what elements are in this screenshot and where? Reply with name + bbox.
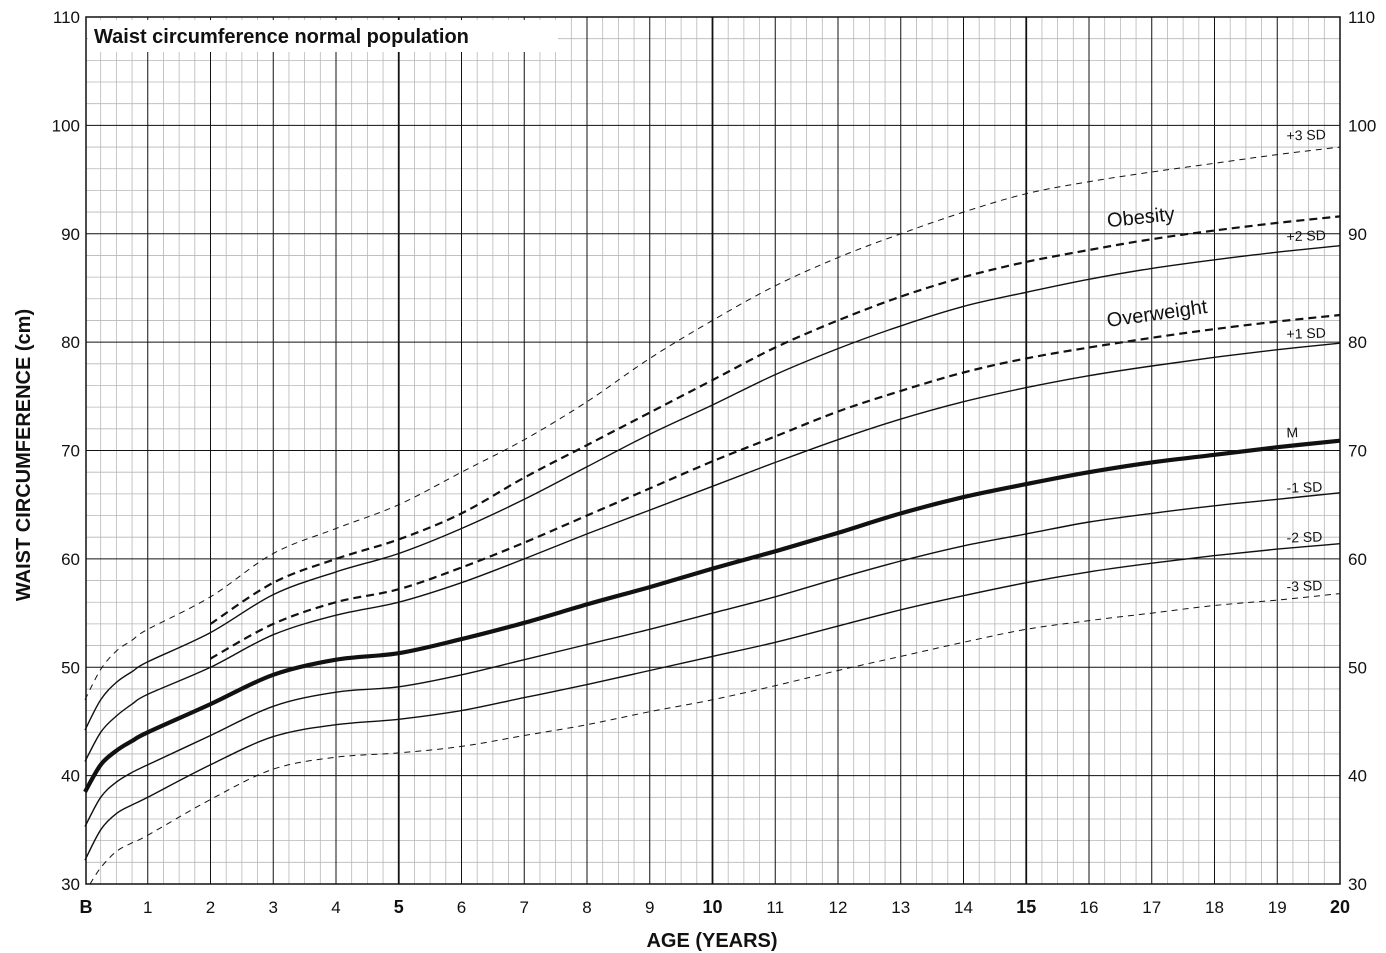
y-tick-label-left: 100 [52,116,80,135]
y-tick-label-left: 90 [61,225,80,244]
chart-title-background [88,20,558,52]
y-tick-label-left: 40 [61,767,80,786]
series-line-m [83,438,1341,793]
y-tick-label-right: 40 [1348,767,1367,786]
series-label-overweight: Overweight [1105,296,1209,332]
grid-major [86,17,1340,884]
y-tick-label-left: 60 [61,550,80,569]
x-tick-label: 18 [1205,898,1224,917]
plot-frame [85,16,1341,885]
series-line--2-sd [84,245,1341,731]
x-tick-label: 14 [954,898,973,917]
x-tick-label: 16 [1080,898,1099,917]
series-layer [83,146,1341,885]
x-tick-label: 17 [1142,898,1161,917]
x-tick-label: 6 [457,898,466,917]
x-tick-label: 12 [829,898,848,917]
y-tick-label-left: 70 [61,442,80,461]
series-label--1-sd: -1 SD [1286,479,1322,496]
chart-title: Waist circumference normal population [94,26,469,48]
series-label-obesity: Obesity [1106,203,1176,232]
x-tick-label: 4 [331,898,340,917]
x-tick-label: 20 [1330,897,1350,917]
x-axis-title: AGE (YEARS) [646,930,777,952]
series-label-m: M [1286,424,1298,440]
y-tick-label-right: 90 [1348,225,1367,244]
y-tick-label-right: 60 [1348,550,1367,569]
y-tick-label-left: 110 [53,8,80,27]
y-tick-label-left: 30 [61,875,80,894]
x-tick-label: B [80,897,93,917]
y-tick-label-left: 80 [61,333,80,352]
y-tick-label-left: 50 [61,658,80,677]
x-tick-label: 5 [394,897,404,917]
series-label--3-sd: +3 SD [1286,126,1326,143]
series-line--1-sd [84,342,1341,762]
series-labels: +3 SD Obesity +2 SD Overweight +1 SD M -1 SD -2… [1105,126,1326,594]
series-label--3-sd: -3 SD [1286,577,1322,594]
series-line--1-sd [84,492,1341,827]
x-tick-label: 15 [1016,897,1036,917]
y-tick-label-right: 100 [1348,116,1376,135]
y-axis-title: WAIST CIRCUMFERENCE (cm) [13,309,35,601]
series-label--2-sd: +2 SD [1286,227,1326,244]
x-tick-label: 8 [582,898,591,917]
series-line-obesity [209,215,1341,625]
x-tick-label: 7 [520,898,529,917]
x-tick-label: 13 [891,898,910,917]
series-label--1-sd: +1 SD [1286,325,1326,342]
x-tick-label: 9 [645,898,654,917]
series-line--2-sd [84,543,1341,861]
x-tick-label: 19 [1268,898,1287,917]
y-tick-label-right: 50 [1348,658,1367,677]
series-line--3-sd [89,593,1341,885]
x-tick-label: 11 [766,898,784,917]
x-tick-label: 1 [143,898,152,917]
y-tick-label-right: 30 [1348,875,1367,894]
y-tick-label-right: 110 [1348,8,1375,27]
x-tick-label: 2 [206,898,215,917]
x-tick-label: 3 [269,898,278,917]
y-tick-label-right: 80 [1348,333,1367,352]
x-tick-label: 10 [702,897,722,917]
series-line-overweight [209,313,1341,660]
y-tick-label-right: 70 [1348,442,1367,461]
series-line--3-sd [84,146,1341,701]
series-label--2-sd: -2 SD [1286,528,1322,545]
